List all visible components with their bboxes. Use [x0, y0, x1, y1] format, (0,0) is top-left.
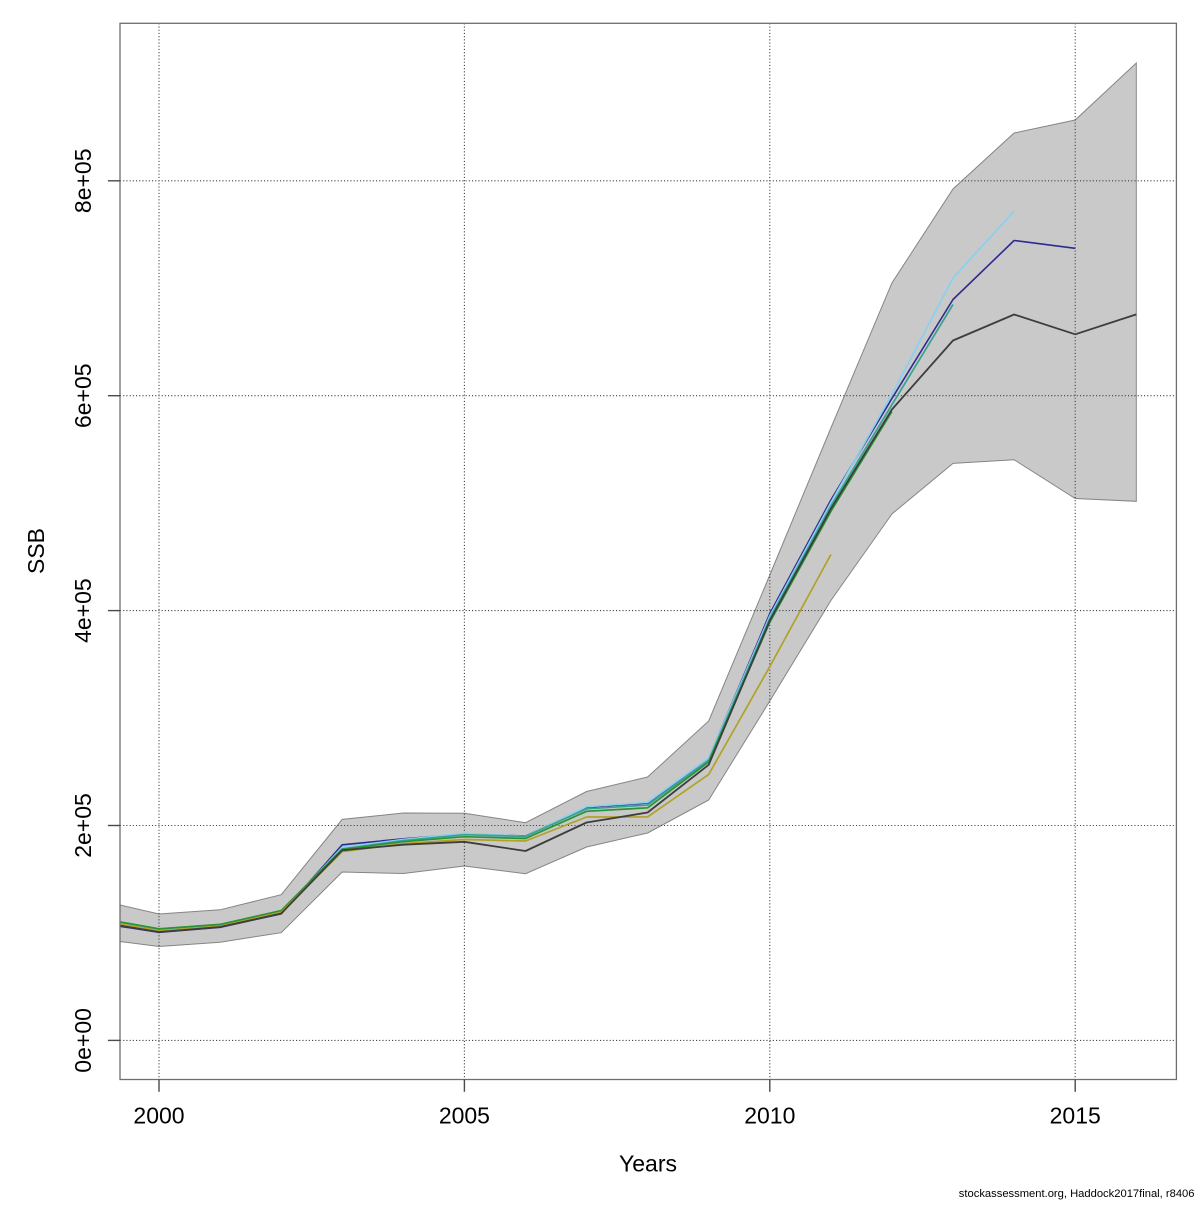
svg-text:0e+00: 0e+00 — [70, 1008, 96, 1073]
svg-text:4e+05: 4e+05 — [70, 578, 96, 643]
svg-text:SSB: SSB — [23, 528, 49, 574]
svg-text:2005: 2005 — [439, 1103, 490, 1129]
svg-text:stockassessment.org, Haddock20: stockassessment.org, Haddock2017final, r… — [959, 1188, 1195, 1200]
svg-text:6e+05: 6e+05 — [70, 363, 96, 428]
svg-text:2e+05: 2e+05 — [70, 793, 96, 858]
svg-text:2000: 2000 — [133, 1103, 184, 1129]
svg-text:2015: 2015 — [1050, 1103, 1101, 1129]
svg-text:Years: Years — [619, 1150, 677, 1176]
svg-text:2010: 2010 — [744, 1103, 795, 1129]
svg-text:8e+05: 8e+05 — [70, 148, 96, 213]
